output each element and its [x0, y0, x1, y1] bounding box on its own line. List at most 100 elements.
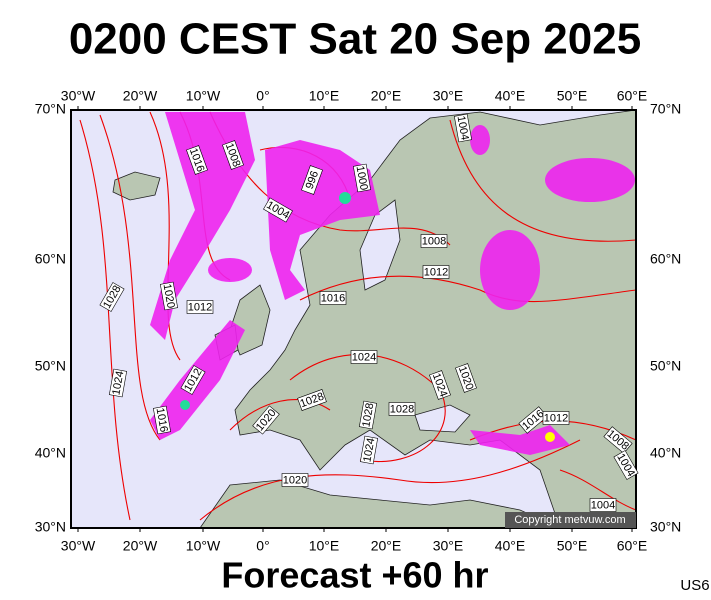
- isobar-label-text: 1020: [161, 283, 177, 309]
- isobar-label: 1028: [388, 402, 416, 416]
- isobar-label-box: [99, 282, 125, 312]
- lon-label: 50°E: [557, 88, 588, 104]
- map-frame: [70, 109, 637, 529]
- copyright: Copyright metvuw.com: [514, 514, 625, 526]
- isobar-label: 1028: [358, 400, 378, 430]
- lon-label: 0°: [256, 88, 269, 104]
- lat-label: 50°N: [650, 358, 681, 374]
- isobar-label: 1008: [420, 234, 448, 248]
- isobar-label-box: [352, 163, 372, 193]
- forecast-label: Forecast +60 hr: [221, 555, 488, 596]
- isobar-label: 1020: [159, 281, 179, 311]
- isobar-label: 1024: [359, 435, 379, 465]
- isobar-label-text: 1020: [283, 474, 307, 486]
- isobar-label-box: [350, 350, 378, 364]
- lon-label: 30°W: [61, 88, 96, 104]
- isobar-label-box: [420, 234, 448, 248]
- isobar-label-box: [281, 473, 309, 487]
- isobar-label-box: [359, 435, 379, 465]
- isobar-label-box: [263, 197, 293, 223]
- isobar-label-box: [542, 411, 570, 425]
- isobar-label-box: [186, 145, 208, 175]
- isobar-label: 996: [301, 165, 323, 195]
- lon-label: 10°E: [309, 538, 340, 554]
- isobar-label-text: 996: [304, 169, 322, 190]
- isobar-label: 1004: [589, 498, 617, 512]
- isobar-label-box: [589, 498, 617, 512]
- lon-label: 60°E: [617, 88, 648, 104]
- lat-label: 30°N: [35, 519, 66, 535]
- lon-label: 20°W: [123, 88, 158, 104]
- isobar-label-box: [159, 281, 179, 311]
- isobar-label-text: 1024: [110, 370, 126, 396]
- isobar-label-box: [222, 140, 244, 170]
- lon-label: 40°E: [495, 538, 526, 554]
- lon-label: 10°E: [309, 88, 340, 104]
- lat-label: 40°N: [35, 445, 66, 461]
- lon-label: 30°E: [433, 538, 464, 554]
- lon-label: 30°W: [61, 538, 96, 554]
- isobar-label: 1004: [453, 113, 473, 143]
- lon-label: 20°E: [371, 88, 402, 104]
- isobar-label: 1016: [319, 291, 347, 305]
- isobar-label: 1016: [152, 405, 172, 435]
- isobar-label-text: 1024: [361, 437, 377, 463]
- isobar-label: 1012: [422, 265, 450, 279]
- isobar-label-text: 1028: [390, 403, 414, 415]
- isobar-label: 1012: [542, 411, 570, 425]
- isobar-label-box: [429, 370, 451, 400]
- isobar-label-text: 1028: [360, 402, 376, 428]
- black-sea: [414, 404, 471, 433]
- isobar-label-box: [613, 450, 639, 480]
- isobar-label-text: 1016: [154, 407, 170, 433]
- title: 0200 CEST Sat 20 Sep 2025: [69, 15, 641, 64]
- isobar-label-box: [603, 426, 633, 454]
- lon-label: 10°W: [186, 538, 221, 554]
- isobar-label-text: 1012: [424, 266, 448, 278]
- lon-label: 20°E: [371, 538, 402, 554]
- isobar-label-box: [319, 291, 347, 305]
- isobar-label-text: 1012: [544, 412, 568, 424]
- isobar-label: 1000: [352, 163, 372, 193]
- lat-label: 70°N: [35, 101, 66, 117]
- lon-label: 60°E: [617, 538, 648, 554]
- isobar-label: 1012: [186, 300, 214, 314]
- isobar-label-box: [297, 389, 327, 411]
- isobar-label: 1020: [281, 473, 309, 487]
- isobar-label-text: 1000: [354, 165, 370, 191]
- lon-label: 20°W: [123, 538, 158, 554]
- isobar-label-box: [186, 300, 214, 314]
- lon-label: 0°: [256, 538, 269, 554]
- map-area: [71, 110, 636, 528]
- isobar-label-box: [453, 113, 473, 143]
- isobar-label-box: [152, 405, 172, 435]
- lat-label: 70°N: [650, 101, 681, 117]
- isobar-label-text: 1004: [591, 499, 615, 511]
- isobar-label-box: [301, 165, 323, 195]
- copyright-box: [505, 512, 636, 528]
- lat-label: 30°N: [650, 519, 681, 535]
- isobar-label-text: 1004: [455, 115, 471, 141]
- isobar-label-box: [108, 368, 128, 398]
- lon-label: 30°E: [433, 88, 464, 104]
- isobar-label-text: 1012: [188, 301, 212, 313]
- isobar-label-text: 1016: [321, 292, 345, 304]
- lon-label: 10°W: [186, 88, 221, 104]
- isobar-label-text: 1008: [422, 235, 446, 247]
- lat-label: 50°N: [35, 358, 66, 374]
- isobar-label: 1024: [108, 368, 128, 398]
- isobar-label-box: [455, 363, 477, 393]
- land: [112, 171, 161, 201]
- isobar-label-text: 1024: [352, 351, 376, 363]
- isobar-label-box: [358, 400, 378, 430]
- lon-label: 50°E: [557, 538, 588, 554]
- lat-label: 60°N: [35, 251, 66, 267]
- isobar-label-box: [180, 365, 206, 395]
- isobar-label: 1024: [350, 350, 378, 364]
- run-code: US6: [680, 577, 709, 594]
- lat-label: 40°N: [650, 445, 681, 461]
- isobar-label-box: [422, 265, 450, 279]
- lon-label: 40°E: [495, 88, 526, 104]
